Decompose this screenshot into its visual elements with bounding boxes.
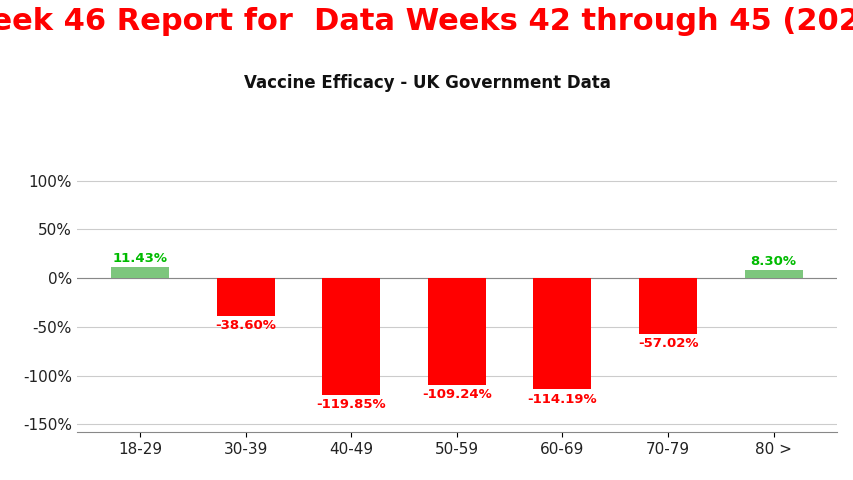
Bar [533, 278, 591, 389]
Bar [111, 267, 169, 278]
Bar [638, 278, 696, 334]
Text: Two (2) Jabs Fully Vaccinated: Two (2) Jabs Fully Vaccinated [284, 108, 569, 125]
Bar [744, 270, 802, 278]
Bar [427, 278, 485, 384]
Text: -109.24%: -109.24% [421, 388, 491, 401]
Text: -38.60%: -38.60% [215, 319, 276, 332]
Bar [322, 278, 380, 395]
Text: -114.19%: -114.19% [527, 393, 596, 406]
Text: -119.85%: -119.85% [316, 398, 386, 411]
Text: 8.30%: 8.30% [750, 254, 796, 268]
Text: Week 46 Report for  Data Weeks 42 through 45 (2021): Week 46 Report for Data Weeks 42 through… [0, 7, 853, 36]
Text: Vaccine Efficacy - UK Government Data: Vaccine Efficacy - UK Government Data [243, 74, 610, 93]
Bar [217, 278, 275, 316]
Text: -57.02%: -57.02% [637, 337, 698, 350]
Text: 11.43%: 11.43% [113, 252, 167, 264]
